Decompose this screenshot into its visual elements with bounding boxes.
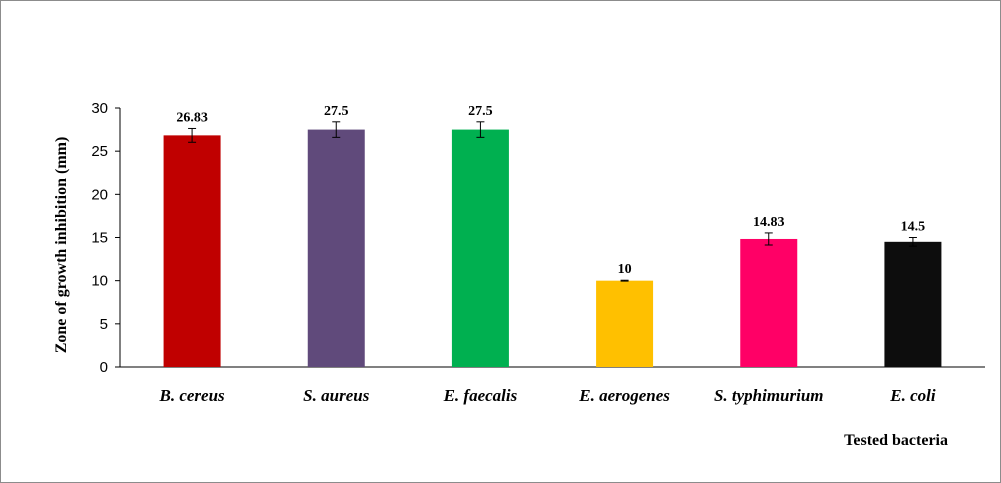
data-label: 10 [618,262,632,277]
bar [884,241,942,367]
data-label: 14.5 [901,220,926,235]
data-label: 14.83 [753,215,785,230]
y-tick-label: 10 [91,273,108,290]
category-label: E. aerogenes [578,386,670,405]
bar [451,129,509,367]
error-bar [764,232,773,246]
y-tick-label: 20 [91,186,108,203]
category-labels: B. cereus S. aureus E. faecalis E. aerogene… [158,386,935,405]
y-tick-label: 0 [100,359,108,376]
bar [307,129,365,367]
bar [596,280,654,367]
y-tick-label: 5 [100,316,108,333]
y-axis-ticks: 0 5 10 15 20 25 30 [91,100,120,376]
error-bar [908,237,917,247]
bars [163,129,942,367]
category-label: E. faecalis [443,386,518,405]
error-bars [188,121,917,282]
category-label: S. typhimurium [714,386,824,405]
data-label: 27.5 [468,104,493,119]
data-label: 26.83 [176,110,208,125]
data-label: 27.5 [324,104,349,119]
y-axis-title: Zone of growth inhibition (mm) [53,137,70,354]
x-axis-title: Tested bacteria [844,432,948,449]
bar [740,238,798,367]
y-tick-label: 15 [91,230,108,247]
category-label: E. coli [889,386,936,405]
y-tick-label: 30 [91,100,108,117]
error-bar [620,279,629,282]
y-tick-label: 25 [91,143,108,160]
error-bar [476,121,485,138]
error-bar [188,127,197,143]
category-label: B. cereus [158,386,225,405]
bar [163,135,221,367]
category-label: S. aureus [303,386,370,405]
data-labels: 26.83 27.5 27.5 10 14.83 14.5 [176,104,925,277]
error-bar [332,121,341,138]
